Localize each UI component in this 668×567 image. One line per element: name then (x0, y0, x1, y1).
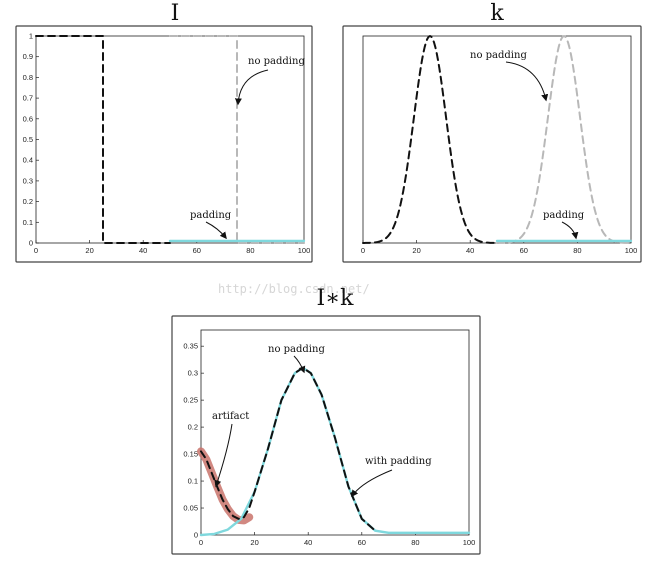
panel-3-annotation-arrow (214, 423, 233, 488)
panel-3-annotation-arrow (351, 469, 393, 498)
panel-2-x-tick-label: 80 (573, 246, 581, 255)
panel-2-title: k (490, 1, 504, 26)
panel-2-annotation-arrow (561, 221, 579, 240)
panel-1-y-tick-label: 0.7 (23, 94, 33, 103)
panel-3-axes-box (200, 329, 470, 536)
panel-3-annotation-label: with padding (365, 456, 432, 467)
panel-1-y-tick-label: 0.2 (23, 197, 33, 206)
panel-3-y-tick-label: 0.2 (188, 423, 198, 432)
panel-3-x-tick-label: 80 (411, 538, 419, 547)
panel-1-y-tick-label: 0.3 (23, 176, 33, 185)
panel-1-y-tick-label: 0.4 (23, 156, 33, 165)
panel-1-y-tick-label: 0 (29, 239, 33, 248)
panel-1-title: I (171, 1, 180, 26)
panel-3-y-tick-label: 0.3 (188, 369, 198, 378)
panel-2-x-tick-label: 0 (361, 246, 365, 255)
panel-3-y-tick-label: 0.15 (183, 450, 198, 459)
panel-1-x-tick-label: 40 (139, 246, 147, 255)
panel-2-x-tick-label: 60 (520, 246, 528, 255)
panel-3-x-tick-label: 20 (250, 538, 258, 547)
panel-3-title: I∗k (317, 286, 355, 311)
panel-2-x-tick-label: 100 (625, 246, 638, 255)
panel-1-y-tick-label: 0.1 (23, 218, 33, 227)
panel-3-annotation-label: artifact (212, 411, 249, 422)
panel-3-x-tick-label: 0 (199, 538, 203, 547)
panel-3-y-tick-label: 0.25 (183, 396, 198, 405)
panel-1-annotation-label: no padding (248, 56, 305, 67)
panel-3-series-cyan-solid-line (199, 366, 471, 537)
panel-3-y-tick-label: 0.05 (183, 504, 198, 513)
watermark-text: http://blog.csdn.net/ (218, 282, 370, 296)
panel-2-x-tick-label: 20 (412, 246, 420, 255)
panel-3-annotation-arrow (293, 355, 306, 374)
panel-1-x-tick-label: 60 (193, 246, 201, 255)
panel-1-series-dark-dashed-line (35, 35, 171, 244)
panel-3-series-dark-dashed-line (200, 366, 377, 532)
panel-1-y-tick-label: 0.8 (23, 73, 33, 82)
panel-2-axes-box (362, 35, 632, 244)
panel-2-series-dark-dashed-line (362, 35, 498, 244)
panel-1-annotation-arrow (234, 69, 269, 106)
panel-1-annotation-label: padding (190, 210, 232, 221)
panel-1-x-tick-label: 0 (34, 246, 38, 255)
panel-1-annotation-arrow (205, 221, 227, 240)
panel-3-y-tick-label: 0.1 (188, 477, 198, 486)
panel-2-series-gray-dashed-line (496, 35, 632, 244)
panel-3-x-tick-label: 40 (304, 538, 312, 547)
panel-2-annotation-label: no padding (470, 50, 527, 61)
panel-1-series-gray-dashed-line (169, 35, 305, 244)
panel-1-y-tick-label: 1 (29, 32, 33, 41)
panel-3-frame (171, 315, 481, 555)
panel-3-x-tick-label: 60 (358, 538, 366, 547)
panel-2-x-tick-label: 40 (466, 246, 474, 255)
panel-3-y-tick-label: 0 (194, 531, 198, 540)
panel-1-y-tick-label: 0.6 (23, 114, 33, 123)
panel-3-x-tick-label: 100 (463, 538, 476, 547)
panel-3-annotation-label: no padding (268, 344, 325, 355)
panel-1-x-tick-label: 20 (85, 246, 93, 255)
panel-2-annotation-label: padding (543, 210, 585, 221)
panel-1-x-tick-label: 100 (298, 246, 311, 255)
panel-1-frame (15, 25, 313, 263)
panel-1-y-tick-label: 0.9 (23, 52, 33, 61)
panel-2-annotation-arrow (505, 61, 549, 102)
panel-3-y-tick-label: 0.35 (183, 342, 198, 351)
panel-1-axes-box (35, 35, 305, 244)
panel-1-x-tick-label: 80 (246, 246, 254, 255)
panel-1-y-tick-label: 0.5 (23, 135, 33, 144)
panel-2-frame (342, 25, 642, 263)
